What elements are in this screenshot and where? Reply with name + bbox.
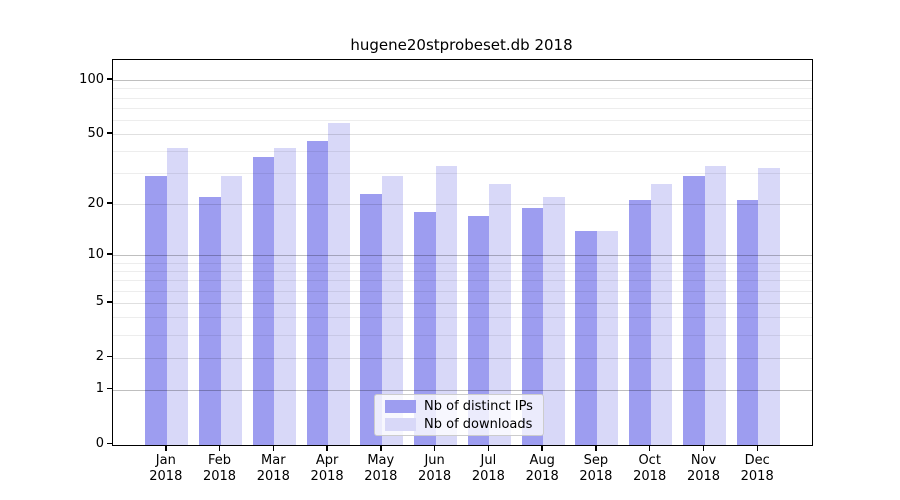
bar-ips-oct xyxy=(629,200,651,445)
chart-title: hugene20stprobeset.db 2018 xyxy=(350,36,573,54)
xtick-label-apr: Apr 2018 xyxy=(297,453,357,485)
xtick-mark-apr xyxy=(326,445,328,451)
xtick-year: 2018 xyxy=(418,469,452,484)
xtick-month: Mar xyxy=(261,453,286,468)
bar-ips-apr xyxy=(306,140,329,445)
ytick-label-20: 20 xyxy=(87,195,104,211)
xtick-label-jun: Jun 2018 xyxy=(405,453,465,485)
xtick-mark-dec xyxy=(756,445,758,451)
bar-ips-may xyxy=(360,193,382,445)
xtick-month: Feb xyxy=(207,453,232,468)
legend-label-distinct-ips: Nb of distinct IPs xyxy=(424,398,533,414)
ytick-mark-5 xyxy=(107,301,112,303)
xtick-mark-jul xyxy=(487,445,490,451)
xtick-mark-oct xyxy=(648,445,651,451)
xtick-year: 2018 xyxy=(364,469,398,484)
xtick-label-may: May 2018 xyxy=(351,453,411,485)
xtick-mark-mar xyxy=(272,445,275,451)
legend-swatch-downloads-icon xyxy=(385,417,416,431)
xtick-mark-jan xyxy=(165,445,167,451)
xtick-month: Apr xyxy=(315,453,339,468)
ytick-mark-10 xyxy=(107,253,112,255)
xtick-month: Nov xyxy=(690,453,717,468)
bar-downloads-jun xyxy=(435,166,458,445)
xtick-month: Oct xyxy=(638,453,661,468)
bar-downloads-may xyxy=(381,175,404,445)
legend-row-distinct-ips: Nb of distinct IPs xyxy=(375,397,543,415)
xtick-year: 2018 xyxy=(525,469,559,484)
ytick-label-100: 100 xyxy=(79,71,104,87)
xtick-year: 2018 xyxy=(149,469,183,484)
xtick-mark-may xyxy=(380,445,382,451)
xtick-mark-aug xyxy=(541,445,543,451)
bar-ips-feb xyxy=(199,196,221,445)
xtick-year: 2018 xyxy=(633,469,667,484)
xtick-label-aug: Aug 2018 xyxy=(512,453,572,485)
bars-layer xyxy=(113,60,812,445)
ytick-mark-100 xyxy=(107,78,112,80)
bar-downloads-dec xyxy=(758,168,780,445)
xtick-year: 2018 xyxy=(202,469,237,484)
xtick-month: Sep xyxy=(583,453,609,468)
bar-ips-jul xyxy=(467,216,490,445)
ytick-mark-20 xyxy=(107,202,112,204)
xtick-month: May xyxy=(367,453,395,468)
bar-ips-jun xyxy=(414,212,436,445)
bar-downloads-jul xyxy=(489,184,511,445)
xtick-mark-sep xyxy=(595,445,597,451)
plot-area: Nb of distinct IPs Nb of downloads xyxy=(112,59,813,446)
xtick-month: Jul xyxy=(480,453,497,468)
bar-downloads-mar xyxy=(274,147,296,445)
xtick-label-jul: Jul 2018 xyxy=(458,453,518,485)
ytick-label-0: 0 xyxy=(95,435,104,451)
ytick-label-5: 5 xyxy=(95,294,104,310)
bar-ips-mar xyxy=(252,157,275,445)
ytick-label-1: 1 xyxy=(95,381,104,397)
bar-ips-jan xyxy=(145,175,167,445)
ytick-label-50: 50 xyxy=(87,125,104,141)
legend-row-downloads: Nb of downloads xyxy=(375,415,543,433)
xtick-label-dec: Dec 2018 xyxy=(727,453,787,485)
xtick-label-feb: Feb 2018 xyxy=(190,453,250,485)
bar-ips-sep xyxy=(575,230,597,445)
ytick-mark-0 xyxy=(107,442,112,445)
ytick-mark-50 xyxy=(107,132,112,134)
xtick-month: Dec xyxy=(744,453,770,468)
bar-downloads-apr xyxy=(328,122,350,445)
bar-downloads-nov xyxy=(704,166,726,445)
bar-downloads-oct xyxy=(650,184,673,445)
xtick-mark-nov xyxy=(702,445,705,451)
xtick-label-nov: Nov 2018 xyxy=(674,453,734,485)
xtick-mark-jun xyxy=(433,445,436,451)
bar-downloads-aug xyxy=(543,196,565,445)
bar-downloads-feb xyxy=(220,175,242,445)
ytick-label-10: 10 xyxy=(87,246,104,262)
bar-ips-aug xyxy=(521,207,544,445)
xtick-year: 2018 xyxy=(686,469,721,484)
ytick-mark-2 xyxy=(107,355,112,358)
xtick-label-jan: Jan 2018 xyxy=(136,453,196,485)
xtick-year: 2018 xyxy=(579,469,613,484)
ytick-label-2: 2 xyxy=(95,349,104,365)
xtick-year: 2018 xyxy=(740,469,774,484)
xtick-year: 2018 xyxy=(256,469,290,484)
xtick-month: Jun xyxy=(424,453,445,468)
bar-ips-dec xyxy=(736,200,759,445)
legend-swatch-distinct-ips-icon xyxy=(385,399,416,413)
legend: Nb of distinct IPs Nb of downloads xyxy=(374,394,544,436)
xtick-month: Aug xyxy=(529,453,555,468)
xtick-label-mar: Mar 2018 xyxy=(243,453,303,485)
legend-label-downloads: Nb of downloads xyxy=(424,416,533,432)
xtick-mark-feb xyxy=(218,445,221,451)
xtick-label-sep: Sep 2018 xyxy=(566,453,626,485)
bar-downloads-sep xyxy=(596,230,619,445)
bar-ips-nov xyxy=(683,175,705,445)
xtick-year: 2018 xyxy=(471,469,505,484)
xtick-year: 2018 xyxy=(310,469,344,484)
xtick-label-oct: Oct 2018 xyxy=(620,453,680,485)
xtick-month: Jan xyxy=(155,453,176,468)
ytick-mark-1 xyxy=(107,387,112,390)
bar-downloads-jan xyxy=(166,147,189,445)
